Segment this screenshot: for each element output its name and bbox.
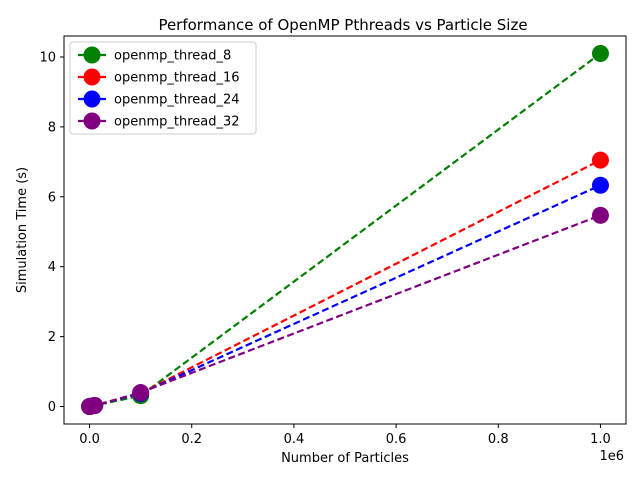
legend: openmp_thread_8 openmp_thread_16 openmp_th… xyxy=(69,41,257,135)
data-point xyxy=(591,206,609,224)
x-tick-label: 0.8 xyxy=(488,432,509,447)
data-point xyxy=(591,176,609,194)
y-tick-label: 8 xyxy=(48,120,56,135)
x-tick-label: 0.4 xyxy=(284,432,305,447)
series-layer xyxy=(81,44,609,416)
series-line xyxy=(89,159,601,408)
data-point xyxy=(86,396,104,414)
y-tick-label: 0 xyxy=(48,400,56,415)
x-axis-title: Number of Particles xyxy=(281,451,409,466)
y-axis-ticks: 0 2 4 6 8 10 xyxy=(39,50,64,415)
legend-item: openmp_thread_32 xyxy=(78,112,240,130)
legend-frame xyxy=(69,41,257,135)
x-tick-label: 1.0 xyxy=(590,432,611,447)
x-axis-offset-label: 1e6 xyxy=(599,449,624,464)
series-line xyxy=(89,184,601,408)
plot-area xyxy=(63,35,627,425)
legend-label: openmp_thread_32 xyxy=(114,115,240,130)
y-axis-title: Simulation Time (s) xyxy=(15,167,30,293)
series-openmp_thread_16 xyxy=(81,151,609,416)
legend-marker xyxy=(83,68,101,86)
legend-label: openmp_thread_8 xyxy=(114,49,231,64)
x-tick-label: 0.2 xyxy=(181,432,202,447)
y-tick-label: 2 xyxy=(48,330,56,345)
series-openmp_thread_32 xyxy=(81,206,609,416)
legend-marker xyxy=(83,90,101,108)
legend-label: openmp_thread_16 xyxy=(114,71,240,86)
x-tick-label: 0.0 xyxy=(79,432,100,447)
data-point xyxy=(591,44,609,62)
legend-item: openmp_thread_16 xyxy=(78,68,240,86)
y-tick-label: 6 xyxy=(48,190,56,205)
data-point xyxy=(132,384,150,402)
chart-title: Performance of OpenMP Pthreads vs Partic… xyxy=(158,16,527,34)
legend-marker xyxy=(83,112,101,130)
data-point xyxy=(591,151,609,169)
x-axis-ticks: 0.0 0.2 0.4 0.6 0.8 1.0 xyxy=(79,424,611,447)
legend-marker xyxy=(83,46,101,64)
series-openmp_thread_24 xyxy=(81,176,609,416)
legend-item: openmp_thread_8 xyxy=(78,46,231,64)
plot-frame xyxy=(63,35,627,425)
legend-item: openmp_thread_24 xyxy=(78,90,240,108)
y-tick-label: 4 xyxy=(48,260,56,275)
y-tick-label: 10 xyxy=(39,50,56,65)
x-tick-label: 0.6 xyxy=(386,432,407,447)
legend-label: openmp_thread_24 xyxy=(114,93,240,108)
